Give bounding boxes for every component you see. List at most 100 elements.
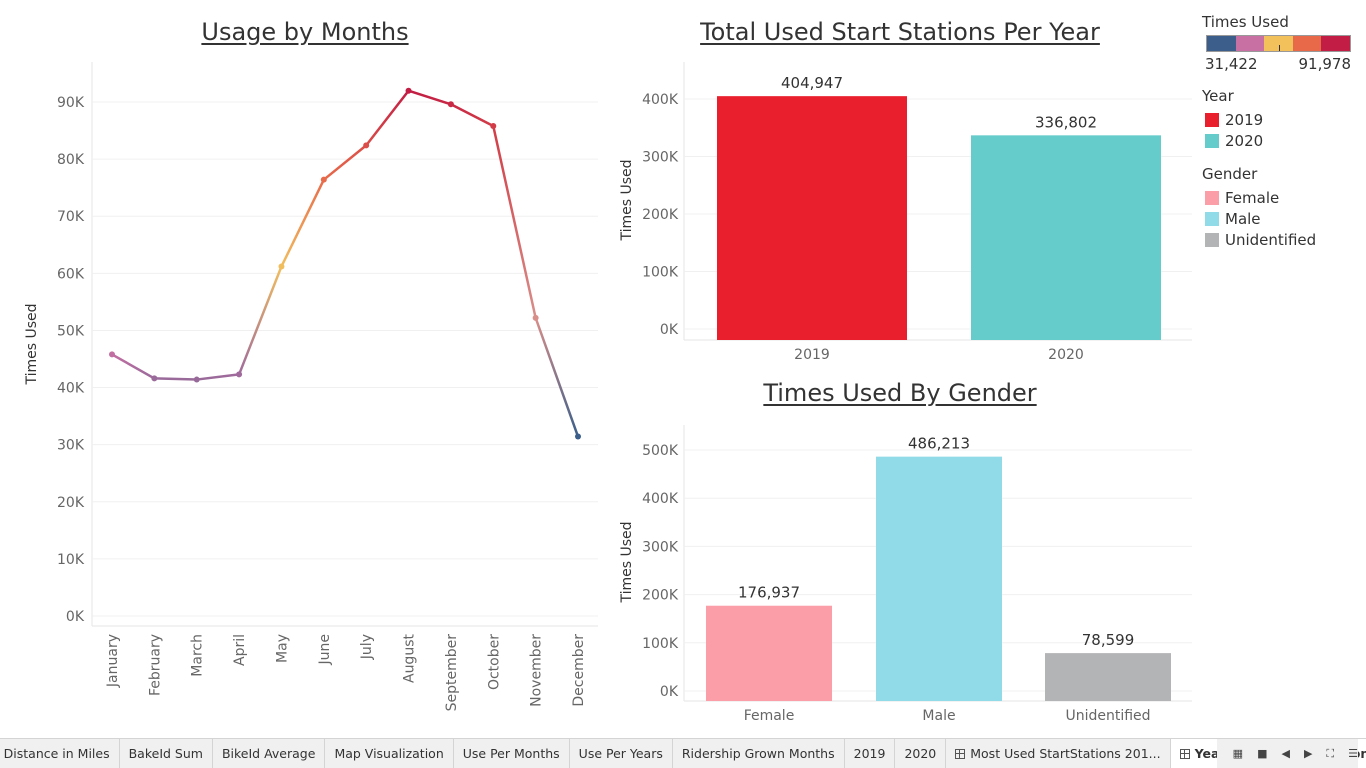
legend-label: Male: [1225, 209, 1261, 228]
bar: [971, 135, 1161, 340]
grid-view-icon[interactable]: ▦: [1232, 747, 1244, 760]
sheet-tab[interactable]: Most Used StartStations 201...: [946, 739, 1171, 768]
sheet-tab-label: Ridership Grown Months: [681, 746, 835, 761]
bar-value-label: 404,947: [781, 74, 843, 92]
next-sheet-icon[interactable]: ▶: [1303, 747, 1313, 760]
y-tick-label: 100K: [642, 636, 679, 652]
sheet-tab[interactable]: BakeId Sum: [120, 739, 213, 768]
y-tick-label: 50K: [57, 323, 85, 339]
line-segment: [237, 265, 283, 376]
data-point: [151, 375, 158, 382]
data-point: [236, 371, 243, 378]
sheet-tab[interactable]: Ridership Grown Months: [673, 739, 845, 768]
line-segment: [492, 124, 537, 320]
fullscreen-icon[interactable]: ⛶: [1326, 746, 1335, 760]
y-tick-label: 0K: [660, 684, 679, 700]
gender-legend: Gender Female Male Unidentified: [1202, 165, 1362, 250]
legend-swatch: [1205, 232, 1219, 247]
x-tick-label: October: [486, 634, 502, 690]
y-tick-label: 60K: [57, 266, 85, 282]
gradient-midpoint-marker: [1279, 45, 1280, 51]
usage-by-months-chart[interactable]: 0K 10K 20K 30K 40K 50K 60K 70K 80K 90K Times Used J…: [0, 0, 610, 720]
sheet-tab-label: Use Per Months: [462, 746, 560, 761]
gradient-step: [1321, 36, 1350, 51]
prev-sheet-icon[interactable]: ◀: [1281, 747, 1290, 760]
x-tick-label: August: [402, 633, 418, 683]
bar: [1045, 653, 1171, 701]
x-tick-label: May: [274, 634, 290, 663]
x-tick-label: January: [105, 634, 121, 688]
year-chart-title: Total Used Start Stations Per Year: [700, 18, 1100, 46]
sheet-tab[interactable]: BikeId Average: [213, 739, 326, 768]
line-segment: [153, 377, 198, 381]
line-segment: [364, 89, 410, 147]
line-chart-title: Usage by Months: [201, 18, 409, 46]
y-tick-label: 200K: [642, 207, 679, 223]
sheet-tab-label: BakeId Sum: [128, 746, 203, 761]
bar-value-label: 336,802: [1035, 113, 1097, 131]
x-tick-label: February: [147, 634, 163, 696]
year-bar-chart[interactable]: 0K 100K 200K 300K 400K Times Used 404,947 2019 3…: [0, 0, 1200, 370]
filmstrip-icon[interactable]: ■: [1257, 747, 1268, 760]
y-tick-label: 40K: [57, 381, 85, 397]
y-tick-label: 10K: [57, 552, 85, 568]
legend-item-male[interactable]: Male: [1202, 208, 1362, 229]
y-tick-label: 100K: [642, 265, 679, 281]
sheet-tab[interactable]: Map Visualization: [325, 739, 454, 768]
y-tick-label: 70K: [57, 209, 85, 225]
gradient-step: [1235, 36, 1265, 51]
gradient-max-label: 91,978: [1298, 55, 1352, 73]
sheet-tab-label: Map Visualization: [334, 746, 444, 761]
y-tick-label: 20K: [57, 495, 85, 511]
gender-bar-chart[interactable]: 0K 100K 200K 300K 400K 500K Times Used 176,937 F…: [0, 0, 1200, 730]
color-gradient-bar[interactable]: [1206, 35, 1351, 52]
sheet-tab-label: 2019: [853, 746, 886, 761]
y-tick-label: 90K: [57, 95, 85, 111]
line-segment: [449, 103, 495, 128]
data-point: [363, 142, 370, 149]
tab-navigation: ▦ ■ ◀ ▶ ⛶ ☰: [1216, 739, 1358, 768]
sheet-tab[interactable]: 2019: [845, 739, 896, 768]
x-tick-label: June: [317, 634, 333, 666]
x-tick-label: July: [359, 634, 375, 660]
x-tick-label: April: [232, 634, 248, 666]
bar: [876, 456, 1002, 701]
x-tick-label: November: [529, 634, 545, 707]
x-tick-label: Unidentified: [1065, 708, 1150, 724]
sheet-tab[interactable]: Use Per Years: [570, 739, 673, 768]
menu-icon[interactable]: ☰: [1348, 747, 1358, 760]
legend-item-2020[interactable]: 2020: [1202, 130, 1362, 151]
y-tick-label: 500K: [642, 443, 679, 459]
sheet-tab[interactable]: e Distance in Miles: [0, 739, 120, 768]
legend-item-unidentified[interactable]: Unidentified: [1202, 229, 1362, 250]
legend-label: 2020: [1225, 131, 1264, 150]
x-tick-label: Female: [744, 708, 795, 724]
year-legend: Year 2019 2020: [1202, 87, 1362, 151]
line-segment: [534, 316, 580, 438]
bar: [717, 96, 907, 340]
legend-label: Unidentified: [1225, 230, 1317, 249]
bar: [706, 605, 832, 701]
data-point: [490, 122, 497, 129]
legend-item-2019[interactable]: 2019: [1202, 109, 1362, 130]
x-tick-label: 2019: [794, 347, 830, 363]
x-tick-label: December: [571, 634, 587, 707]
line-segment: [110, 353, 156, 380]
sheet-tab[interactable]: 2020: [895, 739, 947, 768]
times-used-legend: Times Used 31,422 91,978: [1202, 13, 1362, 73]
legend-item-female[interactable]: Female: [1202, 187, 1362, 208]
sheet-tab-label: Use Per Years: [578, 746, 663, 761]
gradient-step: [1207, 36, 1236, 51]
legend-panel: Times Used 31,422 91,978 Year 2019 2020 …: [1202, 13, 1362, 250]
sheet-tab[interactable]: Use Per Months: [454, 739, 570, 768]
data-point: [278, 263, 285, 270]
gradient-step: [1264, 36, 1293, 51]
y-tick-label: 400K: [642, 491, 679, 507]
y-tick-label: 30K: [57, 438, 85, 454]
gradient-step: [1292, 36, 1322, 51]
y-axis-title: Times Used: [619, 521, 635, 603]
sheet-tab-label: BikeId Average: [221, 746, 316, 761]
dashboard-icon: [1179, 749, 1190, 759]
data-point: [320, 176, 327, 183]
bar-value-label: 176,937: [738, 584, 800, 602]
